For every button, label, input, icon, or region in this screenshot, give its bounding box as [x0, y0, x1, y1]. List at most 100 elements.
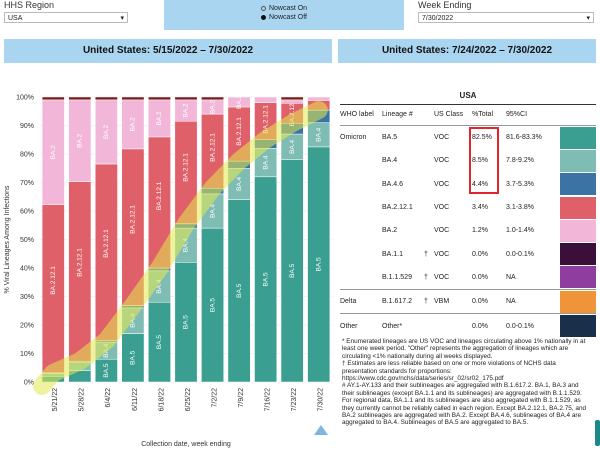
- week-label: Week Ending: [418, 0, 472, 10]
- y-tick-label: 90%: [20, 123, 34, 130]
- lineage-cell: BA.4.6: [382, 181, 434, 188]
- dagger-mark: †: [424, 250, 428, 258]
- bar-segment-other: [174, 96, 198, 101]
- x-tick-label: 7/30/22: [318, 388, 325, 411]
- us-class-cell: VOC: [434, 181, 472, 188]
- footnotes: * Enumerated lineages are US VOC and lin…: [342, 338, 588, 427]
- us-class-cell-text: VOC: [434, 204, 450, 212]
- percent-total-cell-text: 0.0%: [472, 250, 488, 258]
- table-row: Omicron BA.5 VOC 82.5% 81.6-83.3%: [340, 126, 596, 149]
- bar-segment-label: BA.5: [209, 298, 216, 312]
- x-tick-label: 5/28/22: [79, 388, 86, 411]
- percent-total-cell: 82.5%: [472, 134, 506, 141]
- y-tick-label: 0%: [24, 380, 34, 387]
- bar-segment-label: BA.2: [156, 111, 163, 125]
- scroll-up-icon[interactable]: [314, 425, 328, 435]
- us-class-cell: VOC: [434, 204, 472, 211]
- y-tick-label: 60%: [20, 209, 34, 216]
- y-tick-label: 70%: [20, 180, 34, 187]
- week-select[interactable]: 7/30/2022 ▾: [418, 12, 594, 23]
- table-row: BA.4.6 VOC 4.4% 3.7-5.3%: [340, 173, 596, 196]
- percent-total-cell-text: 0.0%: [472, 298, 488, 306]
- bar-segment-label: BA.4: [289, 139, 296, 153]
- table-header-row: WHO label Lineage # US Class %Total 95%C…: [340, 105, 596, 126]
- table-row: BA.1.1 † VOC 0.0% 0.0-0.1%: [340, 242, 596, 266]
- x-tick-label: 7/9/22: [238, 388, 245, 408]
- lineage-cell-text: BA.2.12.1: [382, 204, 413, 212]
- footnote-hash: # AY.1-AY.133 and their sublineages are …: [342, 382, 587, 427]
- y-tick-label: 10%: [20, 351, 34, 358]
- percent-total-cell: 0.0%: [472, 323, 506, 330]
- y-tick-label: 80%: [20, 152, 34, 159]
- lineage-color-swatch: [560, 173, 596, 196]
- percent-total-cell: 4.4%: [472, 181, 506, 188]
- us-class-cell-text: VOC: [434, 273, 450, 281]
- nowcast-on-option[interactable]: Nowcast On: [164, 4, 404, 13]
- bar-segment-label: BA.4: [209, 204, 216, 218]
- x-tick-label: 7/2/22: [211, 388, 218, 408]
- lineage-color-swatch: [560, 243, 596, 266]
- bar-segment-other: [41, 96, 65, 101]
- ci-cell-text: 1.0-1.4%: [506, 227, 535, 235]
- bar-segment-label: BA.5: [262, 272, 269, 286]
- region-label: HHS Region: [4, 0, 55, 10]
- bar-segment-label: BA.5: [289, 263, 296, 277]
- bar-segment-label: BA.2: [209, 100, 216, 114]
- bar-segment-label: BA.2.12.1: [103, 229, 110, 258]
- us-class-cell-text: VOC: [434, 180, 450, 188]
- percent-total-cell: 3.4%: [472, 204, 506, 211]
- percent-total-cell-text: 3.4%: [472, 204, 488, 212]
- col-lineage: Lineage #: [382, 111, 413, 118]
- lineage-color-swatch: [560, 196, 596, 219]
- bar-segment-label: BA.5: [183, 315, 190, 329]
- lineage-cell-text: B.1.1.529: [382, 273, 412, 281]
- who-label-cell: Other: [340, 323, 382, 330]
- table-row: Delta B.1.617.2 † VBM 0.0% NA: [340, 290, 596, 315]
- bar-segment-label: BA.5: [130, 350, 137, 364]
- bar-segment-label: BA.5: [236, 283, 243, 297]
- y-axis-label: % Viral Lineages Among Infections: [4, 185, 11, 294]
- ci-cell: 3.7-5.3%: [506, 181, 556, 188]
- lineage-cell-text: Other*: [382, 322, 403, 330]
- chevron-down-icon: ▾: [586, 15, 590, 22]
- region-select[interactable]: USA ▾: [4, 12, 128, 23]
- us-class-cell-text: VOC: [434, 134, 450, 142]
- us-class-cell: VOC: [434, 251, 472, 258]
- highlight-annotation-box: [469, 127, 499, 194]
- nowcast-on-label: Nowcast On: [268, 5, 308, 12]
- y-tick-label: 50%: [20, 237, 34, 244]
- us-class-cell-text: VOC: [434, 250, 450, 258]
- ci-cell-text: NA: [506, 273, 516, 281]
- ci-cell: 0.0-0.1%: [506, 251, 556, 258]
- lineage-cell: BA.4: [382, 157, 434, 164]
- nowcast-off-option[interactable]: Nowcast Off: [164, 13, 404, 22]
- bar-segment-label: BA.4: [236, 176, 243, 190]
- us-class-cell: VOC: [434, 134, 472, 141]
- nowcast-off-radio[interactable]: [261, 15, 266, 20]
- col-total: %Total: [472, 111, 494, 118]
- ci-cell-text: 81.6-83.3%: [506, 134, 542, 142]
- bar-segment-label: BA.4: [315, 127, 322, 141]
- table-row: B.1.1.529 † VOC 0.0% NA: [340, 266, 596, 291]
- lineage-table-panel: USA WHO label Lineage # US Class %Total …: [340, 88, 596, 338]
- lineage-cell: BA.2: [382, 227, 434, 234]
- variant-proportions-chart: 0% 10% 20% 30% 40% 50% 60% 70% 80% 90% 100% % Viral…: [4, 95, 332, 448]
- col-who-label: WHO label: [340, 111, 374, 118]
- lineage-cell-text: BA.4.6: [382, 180, 404, 188]
- x-tick-label: 6/11/22: [132, 388, 139, 411]
- bar-segment-label: BA.2: [103, 124, 110, 138]
- col-us-class: US Class: [434, 111, 464, 118]
- lineage-color-swatch: [560, 149, 596, 172]
- lineage-cell-text: B.1.617.2: [382, 298, 412, 306]
- who-label-cell: Delta: [340, 298, 382, 305]
- lineage-cell: Other*: [382, 323, 434, 330]
- side-tab[interactable]: [595, 420, 600, 446]
- bar-segment-other: [148, 96, 171, 101]
- percent-total-cell-text: 0.0%: [472, 322, 488, 330]
- nowcast-on-radio[interactable]: [260, 6, 266, 11]
- bar-segment-label: BA.2.12.1: [289, 98, 296, 127]
- ci-cell-text: 3.7-5.3%: [506, 180, 535, 188]
- lineage-cell: BA.2.12.1: [382, 204, 434, 211]
- bar-segment-ba-2: [227, 96, 251, 108]
- table-row: BA.2.12.1 VOC 3.4% 3.1-3.8%: [340, 196, 596, 219]
